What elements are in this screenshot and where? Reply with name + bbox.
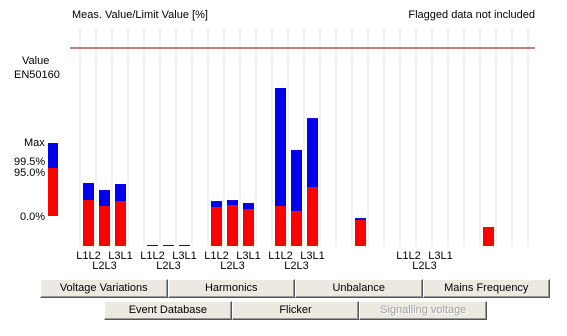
bar xyxy=(211,206,222,246)
tab-button: Signalling voltage xyxy=(359,301,488,320)
legend-label: 0.0% xyxy=(20,211,45,223)
bar xyxy=(115,201,126,246)
x-tick-label: L2L3 xyxy=(220,260,244,272)
tab-button[interactable]: Mains Frequency xyxy=(422,279,550,298)
legend-label: Max xyxy=(24,137,45,149)
x-tick-label: L3L1 xyxy=(236,250,260,262)
chart-title: Meas. Value/Limit Value [%] xyxy=(72,9,208,21)
bar xyxy=(243,208,254,246)
x-tick-label: L3L1 xyxy=(428,250,452,262)
x-tick-label: L2L3 xyxy=(284,260,308,272)
legend-swatch xyxy=(48,143,58,168)
bar xyxy=(355,220,366,246)
bar xyxy=(483,226,494,246)
tab-button[interactable]: Harmonics xyxy=(167,279,295,298)
bar xyxy=(291,149,302,246)
bar xyxy=(179,245,190,247)
chart: Meas. Value/Limit Value [%] Flagged data… xyxy=(14,8,535,272)
tab-button[interactable]: Unbalance xyxy=(295,279,423,298)
x-tick-label: L2L3 xyxy=(412,260,436,272)
legend-label: 99.5% xyxy=(14,156,45,168)
bar xyxy=(99,206,110,246)
bar xyxy=(307,186,318,246)
x-tick-label: L1L2 xyxy=(268,250,292,262)
y-label: EN50160 xyxy=(14,69,60,81)
bar xyxy=(275,206,286,246)
x-tick-label: L3L1 xyxy=(108,250,132,262)
x-tick-label: L1L2 xyxy=(76,250,100,262)
legend-label: 95.0% xyxy=(14,167,45,179)
bar xyxy=(291,210,302,246)
bar xyxy=(307,118,318,246)
x-tick-label: L3L1 xyxy=(172,250,196,262)
bar xyxy=(83,200,94,246)
x-tick-label: L2L3 xyxy=(156,260,180,272)
bar xyxy=(163,245,174,247)
bar xyxy=(147,245,158,247)
x-tick-label: L2L3 xyxy=(92,260,116,272)
tab-button[interactable]: Voltage Variations xyxy=(40,279,168,298)
y-label: Value xyxy=(22,55,49,67)
bar xyxy=(275,87,286,246)
tab-button[interactable]: Flicker xyxy=(231,301,360,320)
note: Flagged data not included xyxy=(408,9,535,21)
x-tick-label: L1L2 xyxy=(396,250,420,262)
x-tick-label: L3L1 xyxy=(300,250,324,262)
tab-button[interactable]: Event Database xyxy=(104,301,232,320)
x-tick-label: L1L2 xyxy=(204,250,228,262)
bar xyxy=(227,205,238,246)
x-tick-label: L1L2 xyxy=(140,250,164,262)
legend-swatch xyxy=(48,168,58,216)
